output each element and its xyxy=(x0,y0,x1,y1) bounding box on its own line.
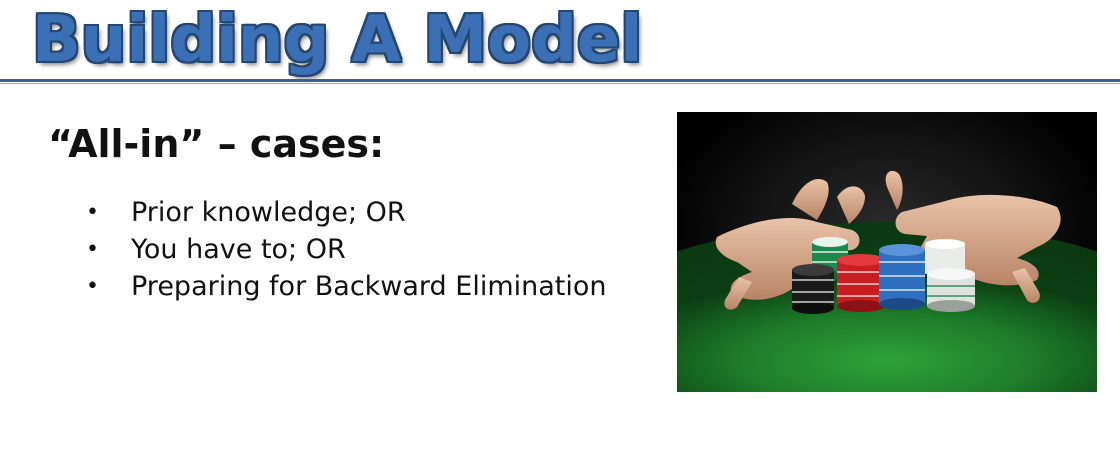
bullet-icon: • xyxy=(86,274,99,299)
black-chip-stack xyxy=(792,264,834,314)
section-heading: “All-in” – cases: xyxy=(48,122,385,166)
bullet-icon: • xyxy=(86,200,99,225)
title-divider xyxy=(0,79,1120,82)
white-chip-stack xyxy=(925,239,975,312)
bullet-text: You have to; OR xyxy=(131,234,346,265)
title-divider-thin xyxy=(0,83,1120,84)
blue-chip-stack xyxy=(879,244,925,310)
poker-chips-photo xyxy=(677,112,1097,392)
poker-photo-illustration xyxy=(677,112,1097,392)
red-chip-stack xyxy=(837,254,885,312)
bullet-text: Preparing for Backward Elimination xyxy=(131,271,607,302)
slide-title: Building A Model xyxy=(32,3,643,77)
bullet-icon: • xyxy=(86,237,99,262)
bullet-text: Prior knowledge; OR xyxy=(131,197,406,228)
